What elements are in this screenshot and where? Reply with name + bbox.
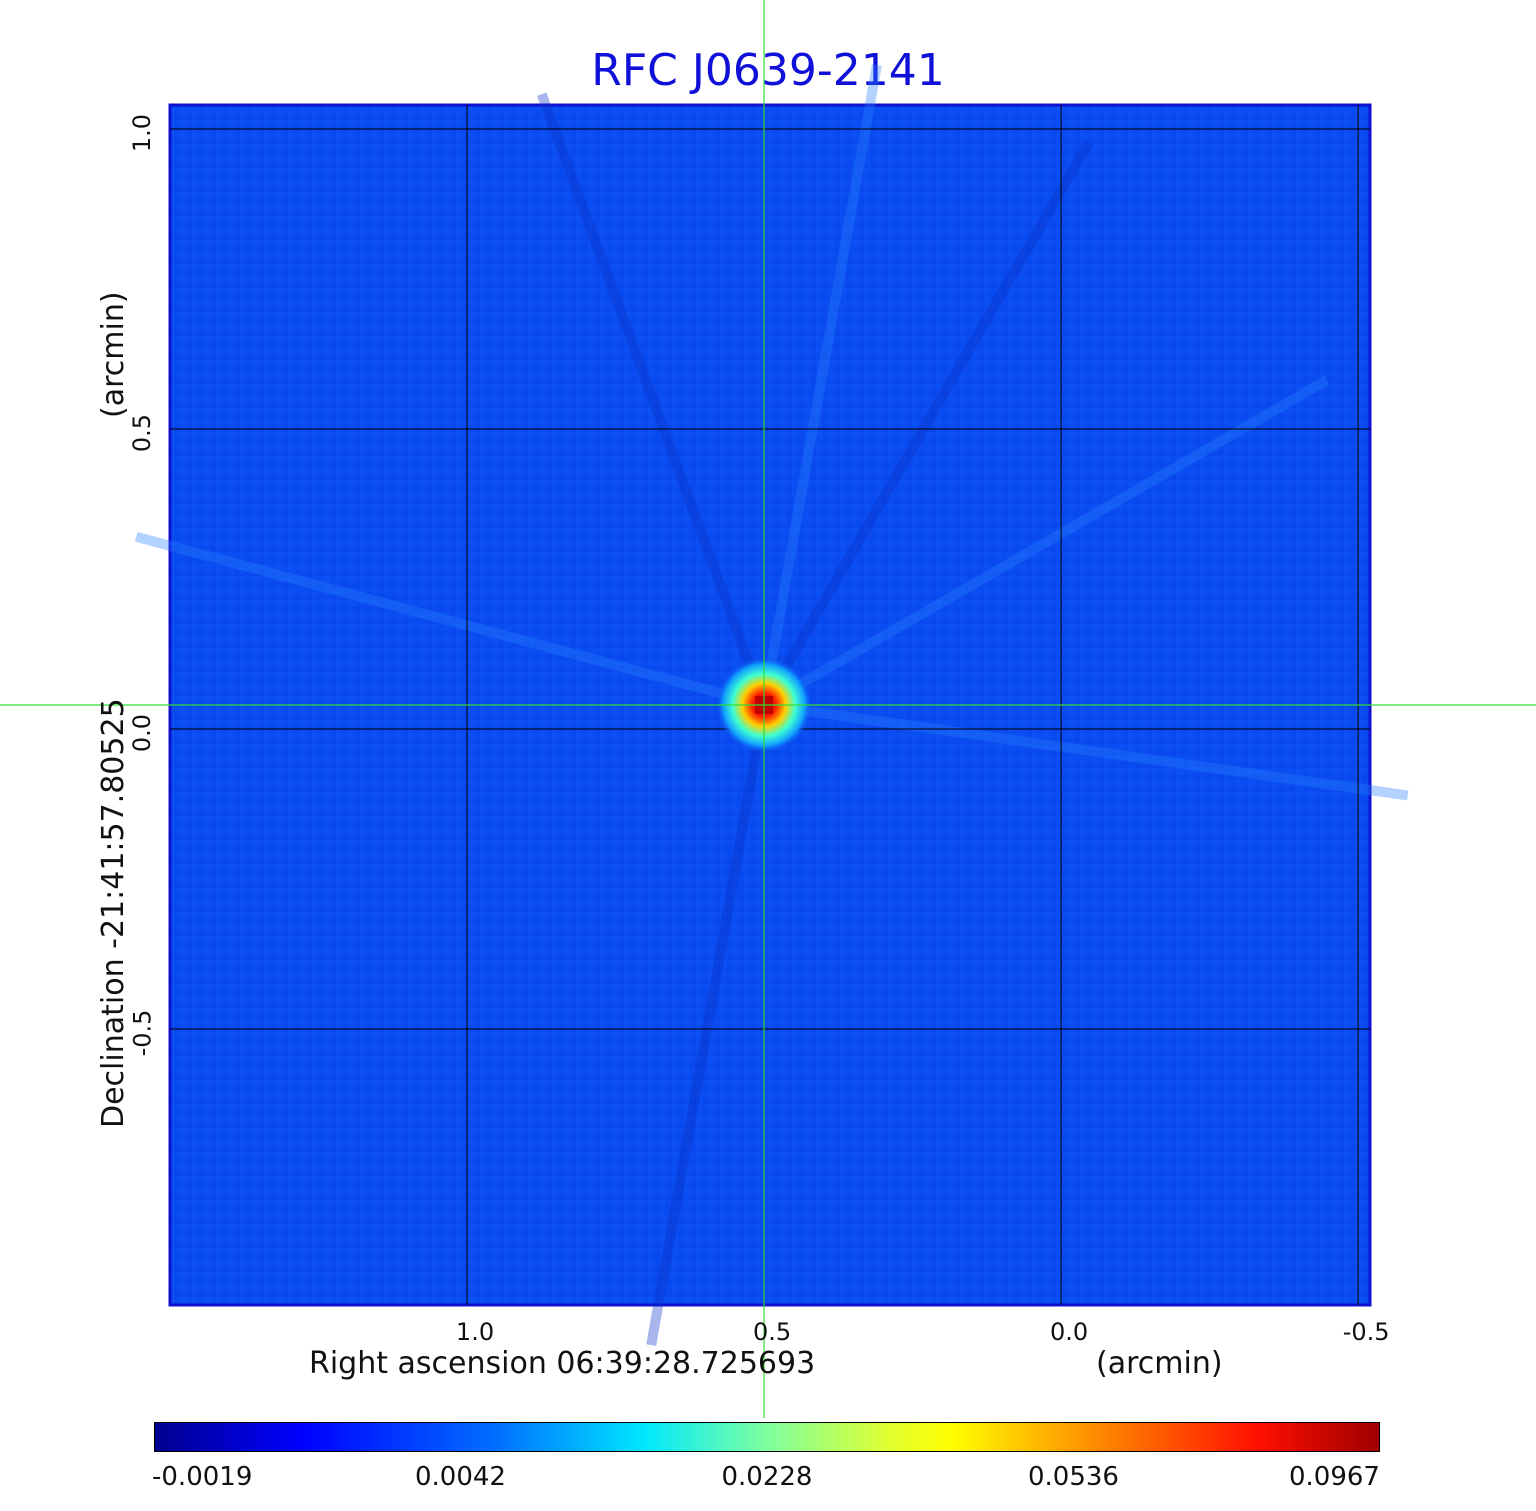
y-tick-label-0: 1.0 (128, 113, 157, 153)
y-axis-unit: (arcmin) (96, 291, 131, 418)
sidelobe-ray-6 (761, 375, 1330, 710)
sidelobe-rays (134, 64, 1409, 1346)
y-axis-label: Declination -21:41:57.80525 (96, 698, 131, 1128)
colorbar-tick-label-1: 0.0042 (415, 1462, 506, 1492)
sidelobe-ray-5 (759, 139, 1094, 708)
x-tick-label-0: 1.0 (455, 1318, 495, 1346)
sidelobe-ray-4 (759, 64, 882, 706)
colorbar-tick-label-3: 0.0536 (1028, 1462, 1119, 1492)
x-tick-label-2: 0.0 (1049, 1318, 1089, 1346)
colorbar-tick-label-4: 0.0967 (1289, 1462, 1380, 1492)
x-axis-label: Right ascension 06:39:28.725693 (309, 1346, 816, 1381)
x-axis-unit: (arcmin) (1096, 1346, 1223, 1381)
x-tick-label-3: -0.5 (1342, 1318, 1390, 1346)
chart-title: RFC J0639-2141 (591, 45, 945, 96)
sidelobe-ray-0 (763, 700, 1409, 801)
colorbar-tick-label-2: 0.0228 (721, 1462, 813, 1492)
colorbar (154, 1422, 1380, 1452)
sidelobe-ray-1 (646, 704, 769, 1346)
x-tick-label-1: 0.5 (752, 1318, 792, 1346)
y-tick-label-1: 0.5 (128, 413, 157, 453)
colorbar-tick-label-0: -0.0019 (152, 1462, 253, 1492)
y-tick-label-2: 0.0 (128, 713, 157, 753)
sidelobe-ray-3 (537, 92, 769, 707)
sidelobe-ray-2 (134, 531, 766, 710)
y-tick-label-3: -0.5 (127, 1009, 156, 1057)
